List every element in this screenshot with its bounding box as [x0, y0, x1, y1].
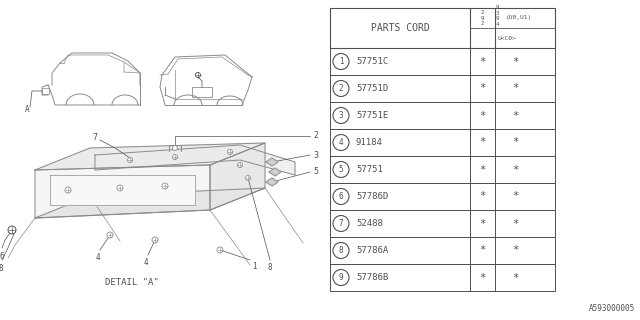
Text: *: *: [479, 219, 486, 228]
Text: 4: 4: [96, 253, 100, 262]
Circle shape: [173, 155, 177, 159]
Text: *: *: [512, 245, 518, 255]
Text: *: *: [479, 191, 486, 202]
Text: 57786A: 57786A: [356, 246, 388, 255]
Text: 5: 5: [339, 165, 343, 174]
Text: *: *: [512, 219, 518, 228]
Text: 52488: 52488: [356, 219, 383, 228]
Text: *: *: [512, 138, 518, 148]
Bar: [330, 237, 555, 264]
Bar: [330, 8, 555, 48]
Text: 57751C: 57751C: [356, 57, 388, 66]
Text: 57786D: 57786D: [356, 192, 388, 201]
Polygon shape: [266, 158, 278, 166]
Text: 4: 4: [339, 138, 343, 147]
Text: 8: 8: [339, 246, 343, 255]
Circle shape: [246, 175, 250, 180]
Circle shape: [8, 226, 16, 234]
Text: 1: 1: [339, 57, 343, 66]
Text: 2: 2: [313, 132, 318, 140]
Text: 9
3
9
4: 9 3 9 4: [496, 5, 499, 27]
Text: *: *: [479, 138, 486, 148]
Text: 57751D: 57751D: [356, 84, 388, 93]
Polygon shape: [95, 145, 295, 175]
Text: PARTS CORD: PARTS CORD: [371, 23, 429, 33]
Circle shape: [107, 232, 113, 238]
Text: *: *: [479, 245, 486, 255]
Text: A: A: [25, 106, 29, 115]
Text: *: *: [512, 84, 518, 93]
Circle shape: [173, 146, 177, 150]
Text: *: *: [512, 164, 518, 174]
Text: 8: 8: [268, 263, 273, 272]
Bar: [330, 129, 555, 156]
Text: 6: 6: [0, 252, 4, 261]
Polygon shape: [35, 143, 265, 170]
Bar: [330, 156, 555, 183]
Bar: [330, 48, 555, 75]
Text: 57786B: 57786B: [356, 273, 388, 282]
Text: 5: 5: [313, 167, 318, 177]
Text: *: *: [512, 273, 518, 283]
Circle shape: [217, 247, 223, 253]
Bar: [42, 88, 49, 94]
Circle shape: [65, 187, 71, 193]
Bar: [330, 75, 555, 102]
Text: 3: 3: [313, 150, 318, 159]
Circle shape: [237, 163, 243, 167]
Bar: [192, 87, 212, 97]
Bar: [330, 183, 555, 210]
Text: U<C0>: U<C0>: [497, 36, 516, 41]
Text: 6: 6: [339, 192, 343, 201]
Text: *: *: [512, 57, 518, 67]
Text: *: *: [512, 110, 518, 121]
Polygon shape: [35, 188, 265, 218]
Text: *: *: [512, 191, 518, 202]
Text: 57751: 57751: [356, 165, 383, 174]
Circle shape: [117, 185, 123, 191]
Text: 8: 8: [0, 264, 3, 273]
Text: *: *: [479, 110, 486, 121]
Text: 7: 7: [92, 133, 97, 142]
Text: *: *: [479, 57, 486, 67]
Text: 7: 7: [339, 219, 343, 228]
Bar: [330, 102, 555, 129]
Text: 57751E: 57751E: [356, 111, 388, 120]
Text: (U0,U1): (U0,U1): [506, 15, 532, 20]
Polygon shape: [35, 165, 210, 218]
Bar: [330, 264, 555, 291]
Bar: [330, 210, 555, 237]
Circle shape: [127, 157, 132, 163]
Text: *: *: [479, 164, 486, 174]
Text: *: *: [479, 273, 486, 283]
Polygon shape: [50, 175, 195, 205]
Text: 3: 3: [339, 111, 343, 120]
Text: DETAIL "A": DETAIL "A": [105, 278, 159, 287]
Text: 2
9
2: 2 9 2: [481, 10, 484, 26]
Circle shape: [152, 237, 158, 243]
Text: 4: 4: [144, 258, 148, 267]
Polygon shape: [269, 168, 281, 176]
Text: 1: 1: [252, 262, 257, 271]
Text: 9: 9: [339, 273, 343, 282]
Circle shape: [162, 183, 168, 189]
Circle shape: [227, 149, 232, 155]
Text: *: *: [479, 84, 486, 93]
Polygon shape: [266, 178, 278, 186]
Text: 91184: 91184: [356, 138, 383, 147]
Text: 2: 2: [339, 84, 343, 93]
Text: A593000005: A593000005: [589, 304, 635, 313]
Polygon shape: [210, 143, 265, 210]
